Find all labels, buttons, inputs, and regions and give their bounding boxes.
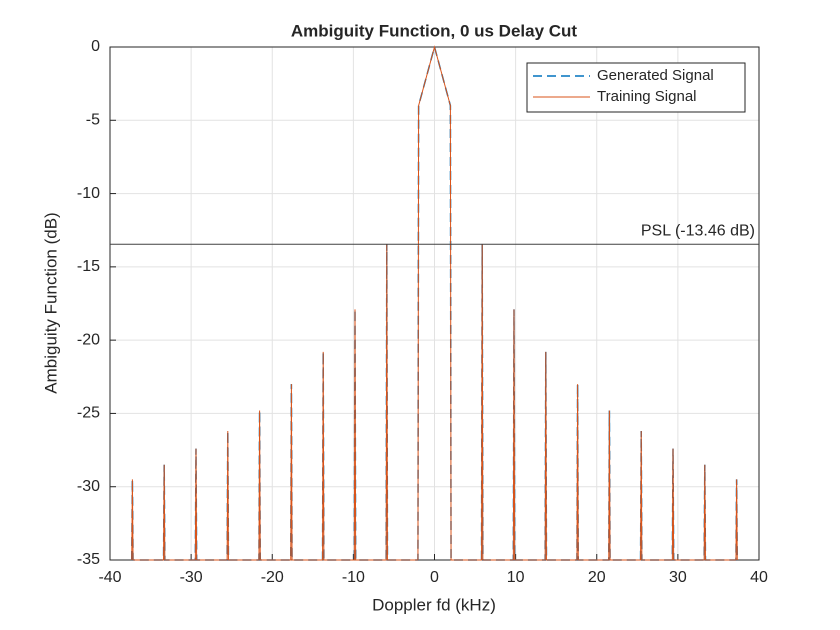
x-tick-label: -20 (261, 569, 284, 586)
y-tick-label: 0 (91, 38, 100, 55)
x-tick-label: 40 (750, 569, 768, 586)
psl-label: PSL (-13.46 dB) (641, 223, 755, 240)
y-tick-label: -35 (77, 551, 100, 568)
x-tick-label: -40 (98, 569, 121, 586)
y-tick-label: -20 (77, 331, 100, 348)
legend-label: Training Signal (597, 88, 697, 105)
x-tick-label: 20 (588, 569, 606, 586)
x-tick-label: 30 (669, 569, 687, 586)
y-tick-label: -30 (77, 478, 100, 495)
data-line (131, 45, 738, 561)
y-tick-label: -15 (77, 258, 100, 275)
legend-box (526, 62, 746, 113)
y-tick-label: -10 (77, 185, 100, 202)
x-tick-label: -30 (180, 569, 203, 586)
y-tick-label: -25 (77, 405, 100, 422)
x-tick-label: -10 (342, 569, 365, 586)
x-tick-label: 0 (430, 569, 439, 586)
chart-title: Ambiguity Function, 0 us Delay Cut (291, 21, 578, 40)
x-axis-label: Doppler fd (kHz) (372, 595, 496, 614)
y-tick-label: -5 (86, 112, 100, 129)
x-tick-label: 10 (507, 569, 525, 586)
legend-label: Generated Signal (597, 67, 714, 84)
y-axis-label: Ambiguity Function (dB) (41, 212, 60, 393)
